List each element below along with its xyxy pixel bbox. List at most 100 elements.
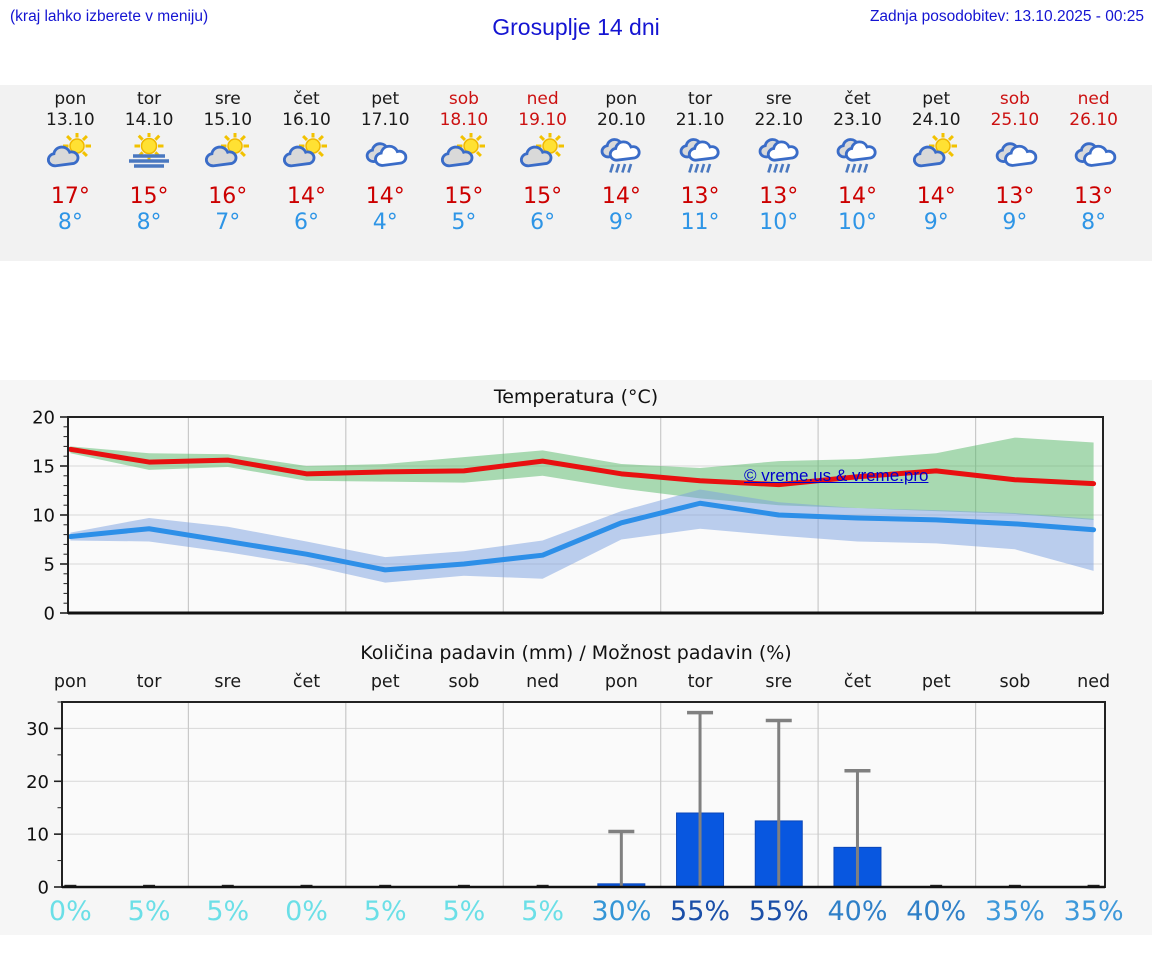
cloud-icon xyxy=(346,133,425,177)
fog-sun-icon xyxy=(110,133,189,177)
temperature-chart: 0 5 10 15 20 xyxy=(32,410,1104,623)
high-temp: 13° xyxy=(1074,184,1114,209)
precip-y-tick-label: 0 xyxy=(38,878,49,899)
day-date: 24.10 xyxy=(911,110,961,130)
temp-y-tick-label: 20 xyxy=(32,410,55,429)
low-temp: 8° xyxy=(1081,210,1107,235)
precip-day-label-row: pon tor sre čet pet sob ned pon tor sre čet pet sob n… xyxy=(31,672,1133,692)
precip-probability-value: 55% xyxy=(670,896,731,927)
page-title: Grosuplje 14 dni xyxy=(492,14,660,40)
day-name: ned xyxy=(1077,89,1110,109)
precip-probability-value: 5% xyxy=(363,896,407,927)
low-temp: 9° xyxy=(1002,210,1028,235)
day-name: tor xyxy=(137,89,162,109)
forecast-strip: pon 13.10 17° 8° tor 14.10 15° 8° sre 15.10 16° 7° č… xyxy=(31,89,1133,236)
watermark-link[interactable]: © vreme.us & vreme.pro xyxy=(744,466,929,485)
precip-probability-value: 5% xyxy=(442,896,486,927)
day-date: 14.10 xyxy=(124,110,174,130)
precip-day-label: tor xyxy=(687,672,713,692)
forecast-strip-background xyxy=(0,85,1152,261)
day-name: sre xyxy=(214,89,241,109)
day-date: 26.10 xyxy=(1069,110,1118,130)
precip-day-label: pon xyxy=(53,672,87,692)
precip-day-label: ned xyxy=(1077,672,1111,692)
low-temp: 11° xyxy=(680,210,720,235)
day-column: pet 24.10 14° 9° xyxy=(897,89,976,236)
precip-probability-value: 5% xyxy=(127,896,171,927)
rain-icon xyxy=(582,133,661,177)
sun-cloud-icon xyxy=(188,133,267,177)
day-name: čet xyxy=(844,89,871,109)
high-temp: 14° xyxy=(916,184,956,209)
precip-day-label: sob xyxy=(448,672,480,692)
day-column: pon 13.10 17° 8° xyxy=(31,89,110,236)
low-temp: 9° xyxy=(608,210,634,235)
day-date: 25.10 xyxy=(990,110,1040,130)
temp-y-tick-label: 0 xyxy=(44,604,55,623)
day-date: 20.10 xyxy=(597,110,646,130)
day-column: ned 19.10 15° 6° xyxy=(503,89,582,236)
day-date: 21.10 xyxy=(675,110,725,130)
high-temp: 14° xyxy=(286,184,326,209)
high-temp: 15° xyxy=(129,184,169,209)
low-temp: 9° xyxy=(923,210,949,235)
sun-cloud-icon xyxy=(897,133,976,177)
day-column: čet 16.10 14° 6° xyxy=(267,89,346,236)
precipitation-chart: 0 10 20 30 xyxy=(26,701,1106,899)
precip-y-tick-label: 20 xyxy=(26,772,49,793)
precip-day-label: pet xyxy=(370,672,400,692)
low-temp: 10° xyxy=(759,210,799,235)
day-column: pet 17.10 14° 4° xyxy=(346,89,425,236)
day-name: pon xyxy=(54,89,87,109)
precip-day-label: ned xyxy=(526,672,560,692)
day-name: pet xyxy=(922,89,951,109)
day-name: tor xyxy=(688,89,713,109)
high-temp: 15° xyxy=(444,184,484,209)
day-column: čet 23.10 14° 10° xyxy=(818,89,897,236)
day-column: tor 14.10 15° 8° xyxy=(110,89,189,236)
precip-probability-value: 35% xyxy=(984,896,1045,927)
day-column: pon 20.10 14° 9° xyxy=(582,89,661,236)
rain-icon xyxy=(661,133,740,177)
low-temp: 6° xyxy=(530,210,556,235)
precip-probability-value: 0% xyxy=(285,896,328,927)
precip-day-label: sre xyxy=(765,672,793,692)
day-date: 22.10 xyxy=(754,110,804,130)
high-temp: 14° xyxy=(365,184,405,209)
cloud-icon xyxy=(1054,133,1133,177)
precip-y-tick-label: 10 xyxy=(26,825,49,846)
day-name: pet xyxy=(371,89,400,109)
low-temp: 5° xyxy=(451,210,477,235)
high-temp: 13° xyxy=(680,184,720,209)
day-date: 16.10 xyxy=(282,110,331,130)
temp-y-tick-label: 15 xyxy=(32,457,55,478)
day-column: ned 26.10 13° 8° xyxy=(1054,89,1133,236)
high-temp: 14° xyxy=(837,184,877,209)
day-column: tor 21.10 13° 11° xyxy=(661,89,740,236)
sun-cloud-icon xyxy=(425,133,504,177)
precip-probability-value: 40% xyxy=(906,896,967,927)
day-name: pon xyxy=(605,89,638,109)
low-temp: 4° xyxy=(372,210,398,235)
high-temp: 13° xyxy=(995,184,1035,209)
precip-probability-value: 5% xyxy=(206,896,250,927)
sun-cloud-icon xyxy=(267,133,346,177)
day-date: 13.10 xyxy=(46,110,95,130)
precip-day-label: pon xyxy=(604,672,638,692)
low-temp: 7° xyxy=(215,210,241,235)
precip-probability-value: 55% xyxy=(748,896,809,927)
day-column: sre 22.10 13° 10° xyxy=(739,89,818,236)
precip-day-label: čet xyxy=(843,672,872,692)
precip-probability-row: 0% 5% 5% 0% 5% 5% 5% 30% 55% 55% 40% 40% 35% 35% xyxy=(31,896,1133,927)
day-column: sob 25.10 13° 9° xyxy=(976,89,1055,236)
day-name: čet xyxy=(293,89,320,109)
precip-day-label: tor xyxy=(136,672,162,692)
menu-hint-text: (kraj lahko izberete v meniju) xyxy=(10,8,209,25)
day-column: sre 15.10 16° 7° xyxy=(188,89,267,236)
precip-day-label: pet xyxy=(921,672,951,692)
day-column: sob 18.10 15° 5° xyxy=(425,89,504,236)
day-name: sob xyxy=(448,89,479,109)
sun-cloud-icon xyxy=(503,133,582,177)
low-temp: 8° xyxy=(136,210,162,235)
